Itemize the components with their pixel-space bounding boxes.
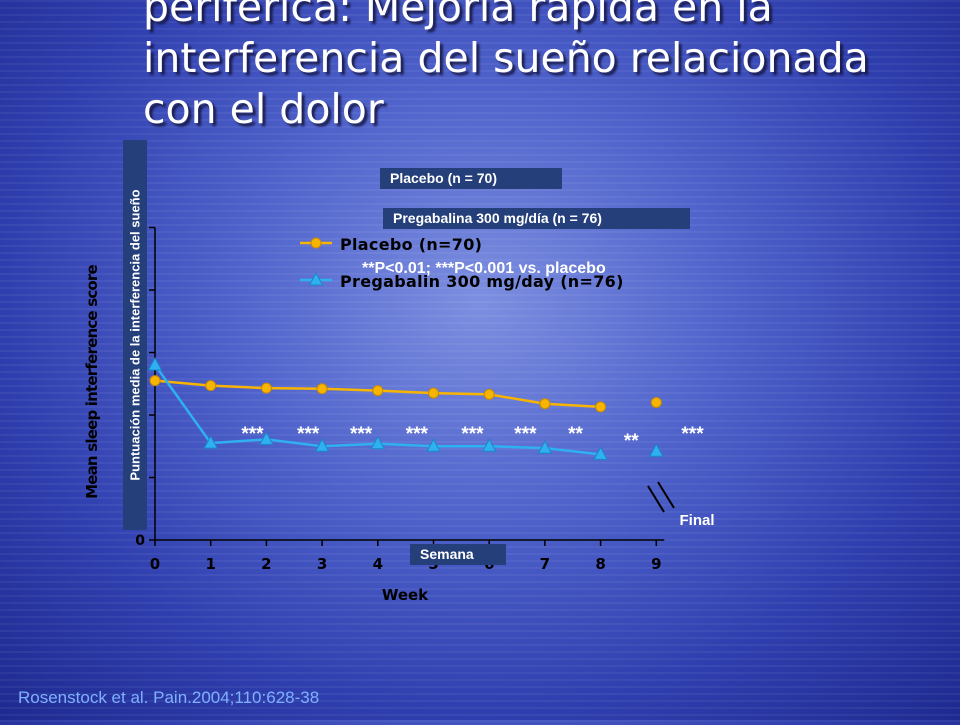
placebo-point (316, 383, 328, 395)
x-tick-label: 2 (261, 555, 271, 573)
x-tick-label: 7 (540, 555, 550, 573)
placebo-point (205, 380, 217, 392)
pregabalin-point (370, 435, 386, 450)
pregabalina-label-text: Pregabalina 300 mg/día (n = 76) (393, 210, 602, 226)
placebo-final-point (650, 397, 662, 408)
placebo-point (539, 398, 551, 410)
placebo-point (260, 382, 272, 394)
x-tick-label: 0 (150, 555, 160, 573)
placebo-point (483, 388, 495, 400)
x-tick-label: 3 (317, 555, 327, 573)
title-line-1: periférica: Mejoría rápida en la (143, 0, 773, 31)
title-line-3: con el dolor (143, 85, 384, 133)
x-tick-label: 8 (595, 555, 605, 573)
pregabalin-point (147, 356, 163, 371)
x-axis-label-es-box: Semana (410, 544, 506, 565)
pregabalin-point (481, 438, 497, 452)
significance-marker: *** (681, 424, 704, 445)
significance-marker: *** (406, 424, 429, 445)
significance-marker: *** (461, 424, 484, 445)
significance-marker: ** (624, 431, 639, 452)
x-axis-label-es-text: Semana (420, 546, 474, 562)
placebo-point (372, 385, 384, 397)
significance-marker: *** (514, 424, 537, 445)
legend-pregabalin-label: Pregabalin 300 mg/day (n=76) (340, 272, 624, 291)
pregabalin-point (203, 435, 219, 449)
y-axis-label: Mean sleep interference score (83, 264, 101, 498)
pvalue-note: **P<0.01; ***P<0.001 vs. placebo (362, 260, 606, 277)
axis-break-mark (657, 481, 675, 509)
legend-pregabalin-marker (308, 271, 324, 286)
significance-marker: *** (350, 424, 373, 445)
legend-placebo-label: Placebo (n=70) (340, 235, 482, 254)
significance-marker: ** (568, 424, 583, 445)
legend-placebo-marker (310, 237, 322, 249)
axis-break-mark (647, 485, 665, 513)
slide-title: periférica: Mejoría rápida en la interfe… (143, 0, 943, 135)
x-axis-label: Week (382, 586, 429, 604)
placebo-label-text: Placebo (n = 70) (390, 170, 497, 186)
pregabalin-point (314, 438, 330, 452)
y-tick-label: 0 (135, 533, 145, 549)
significance-marker: *** (297, 424, 320, 445)
placebo-label-box: Placebo (n = 70) (380, 168, 562, 189)
placebo-point (149, 375, 161, 387)
final-label: Final (679, 512, 714, 529)
pregabalin-point (426, 438, 441, 452)
placebo-point (428, 387, 439, 399)
title-line-2: interferencia del sueño relacionada (143, 34, 869, 82)
citation: Rosenstock et al. Pain.2004;110:628-38 (18, 688, 320, 707)
pregabalin-point (259, 431, 274, 445)
y-axis-label-es-text: Puntuación media de la interferencia del… (127, 189, 143, 481)
pregabalin-final-point (648, 443, 664, 457)
pregabalin-point (593, 446, 608, 460)
x-tick-label: 9 (651, 555, 661, 573)
significance-marker: *** (241, 424, 264, 445)
placebo-point (595, 401, 607, 413)
x-tick-label: 4 (373, 555, 383, 573)
pregabalina-label-box: Pregabalina 300 mg/día (n = 76) (383, 208, 690, 229)
pregabalin-point (537, 440, 553, 454)
y-axis-label-es: Puntuación media de la interferencia del… (123, 140, 147, 530)
x-tick-label: 1 (205, 555, 215, 573)
